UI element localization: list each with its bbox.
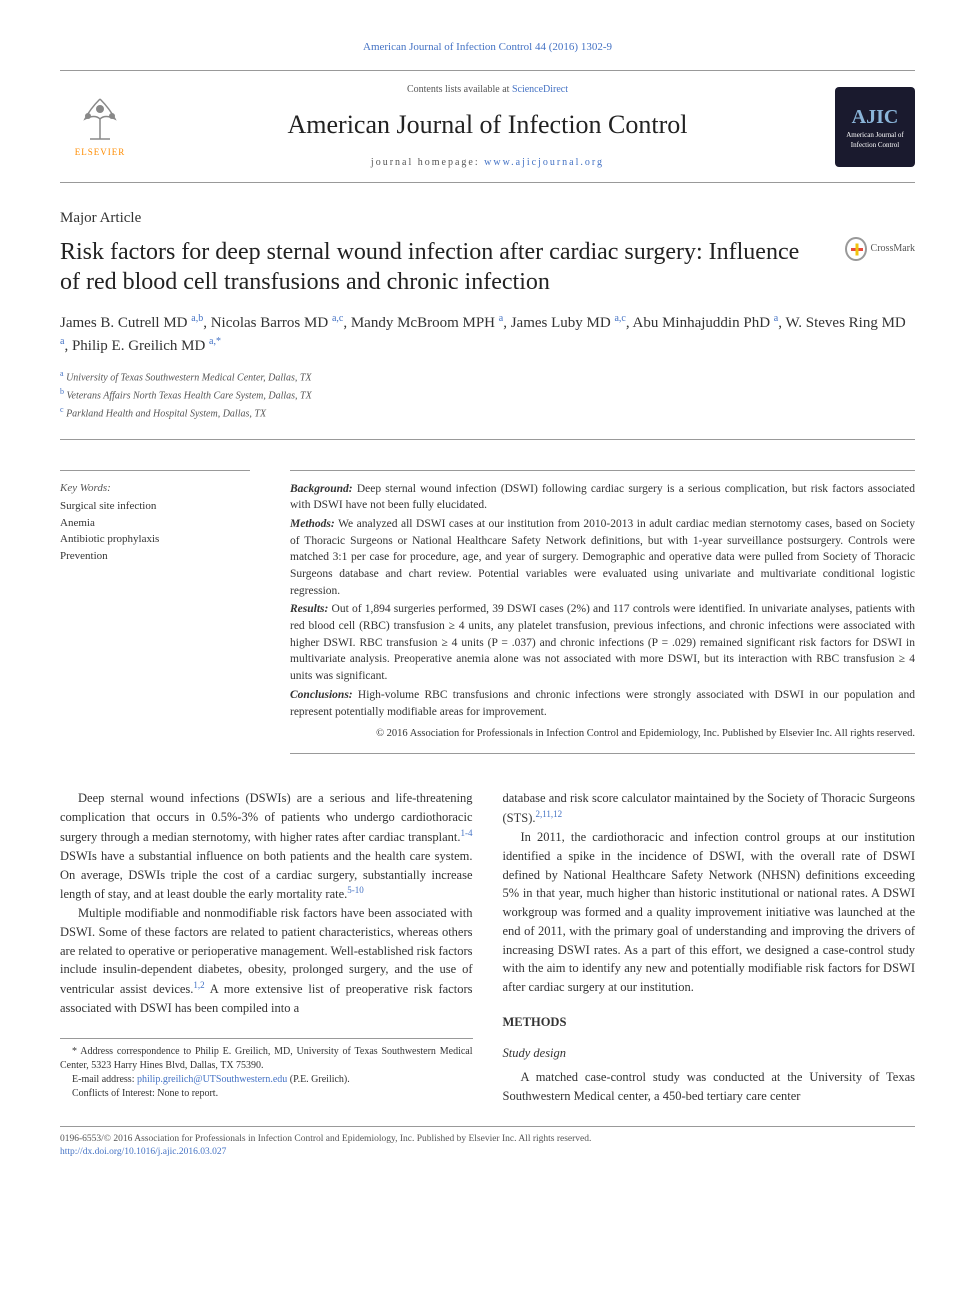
keywords-label: Key Words: (60, 481, 250, 496)
sciencedirect-link[interactable]: ScienceDirect (512, 84, 568, 95)
affil-marker: a (60, 369, 64, 378)
abstract-results: Results: Out of 1,894 surgeries performe… (290, 601, 915, 684)
affiliation-c: c Parkland Health and Hospital System, D… (60, 404, 915, 422)
abstract-label: Methods: (290, 518, 335, 530)
body-span: DSWIs have a substantial influence on bo… (60, 849, 473, 902)
ajic-logo[interactable]: AJIC American Journal of Infection Contr… (835, 87, 915, 167)
email-link[interactable]: philip.greilich@UTSouthwestern.edu (137, 1074, 287, 1085)
conflicts-of-interest: Conflicts of Interest: None to report. (60, 1087, 473, 1101)
abstract-text: High-volume RBC transfusions and chronic… (290, 689, 915, 718)
journal-name: American Journal of Infection Control (140, 107, 835, 143)
abstract-text: Deep sternal wound infection (DSWI) foll… (290, 483, 915, 512)
abstract-conclusions: Conclusions: High-volume RBC transfusion… (290, 687, 915, 720)
abstract-column: Background: Deep sternal wound infection… (290, 470, 915, 755)
citation-ref[interactable]: 1,2 (193, 980, 204, 990)
methods-heading: METHODS (503, 1013, 916, 1032)
divider (60, 439, 915, 440)
footer-copyright: 0196-6553/© 2016 Association for Profess… (60, 1133, 915, 1146)
homepage-prefix: journal homepage: (371, 157, 484, 168)
correspondence-text: * Address correspondence to Philip E. Gr… (60, 1045, 473, 1073)
abstract-section: Key Words: Surgical site infection Anemi… (60, 470, 915, 755)
keyword-item: Prevention (60, 548, 250, 565)
affiliations: a University of Texas Southwestern Medic… (60, 368, 915, 423)
crossmark-badge[interactable]: CrossMark (845, 237, 915, 261)
abstract-background: Background: Deep sternal wound infection… (290, 481, 915, 514)
email-label: E-mail address: (72, 1074, 137, 1085)
study-design-heading: Study design (503, 1044, 916, 1063)
keyword-item: Anemia (60, 515, 250, 532)
affil-text: Parkland Health and Hospital System, Dal… (66, 409, 266, 420)
contents-available-line: Contents lists available at ScienceDirec… (140, 83, 835, 97)
affil-marker: c (60, 405, 64, 414)
header-center: Contents lists available at ScienceDirec… (140, 83, 835, 169)
authors-list: James B. Cutrell MD a,b, Nicolas Barros … (60, 311, 915, 358)
body-text: Deep sternal wound infections (DSWIs) ar… (60, 789, 915, 1105)
homepage-line: journal homepage: www.ajicjournal.org (140, 156, 835, 170)
doi-link[interactable]: http://dx.doi.org/10.1016/j.ajic.2016.03… (60, 1147, 226, 1157)
page-footer: 0196-6553/© 2016 Association for Profess… (60, 1126, 915, 1160)
journal-reference: American Journal of Infection Control 44… (60, 40, 915, 55)
body-paragraph: In 2011, the cardiothoracic and infectio… (503, 828, 916, 997)
ajic-subtitle: American Journal of Infection Control (835, 131, 915, 151)
body-span: database and risk score calculator maint… (503, 791, 916, 825)
crossmark-icon (845, 237, 867, 261)
body-paragraph: Deep sternal wound infections (DSWIs) ar… (60, 789, 473, 904)
crossmark-label: CrossMark (871, 242, 915, 256)
abstract-text: We analyzed all DSWI cases at our instit… (290, 518, 915, 597)
contents-prefix: Contents lists available at (407, 84, 512, 95)
affil-text: Veterans Affairs North Texas Health Care… (67, 390, 312, 401)
citation-ref[interactable]: 2,11,12 (536, 809, 563, 819)
ajic-acronym: AJIC (852, 103, 899, 131)
elsevier-tree-icon (70, 94, 130, 144)
citation-ref[interactable]: 1-4 (461, 828, 473, 838)
affil-text: University of Texas Southwestern Medical… (66, 372, 311, 383)
body-span: Deep sternal wound infections (DSWIs) ar… (60, 791, 473, 844)
abstract-label: Results: (290, 603, 328, 615)
keywords-column: Key Words: Surgical site infection Anemi… (60, 470, 250, 755)
homepage-link[interactable]: www.ajicjournal.org (484, 157, 604, 168)
body-paragraph: A matched case-control study was conduct… (503, 1068, 916, 1106)
article-title: Risk factors for deep sternal wound infe… (60, 237, 845, 297)
affil-marker: b (60, 387, 64, 396)
article-type: Major Article (60, 208, 915, 229)
journal-header: ELSEVIER Contents lists available at Sci… (60, 70, 915, 182)
elsevier-logo[interactable]: ELSEVIER (60, 87, 140, 167)
abstract-copyright: © 2016 Association for Professionals in … (290, 726, 915, 741)
abstract-label: Background: (290, 483, 353, 495)
correspondence-footnote: * Address correspondence to Philip E. Gr… (60, 1038, 473, 1101)
body-paragraph: Multiple modifiable and nonmodifiable ri… (60, 904, 473, 1018)
abstract-text: Out of 1,894 surgeries performed, 39 DSW… (290, 603, 915, 682)
affiliation-b: b Veterans Affairs North Texas Health Ca… (60, 386, 915, 404)
email-line: E-mail address: philip.greilich@UTSouthw… (60, 1073, 473, 1087)
elsevier-label: ELSEVIER (75, 146, 126, 159)
email-suffix: (P.E. Greilich). (287, 1074, 350, 1085)
keywords-list: Surgical site infection Anemia Antibioti… (60, 498, 250, 564)
title-row: Risk factors for deep sternal wound infe… (60, 237, 915, 297)
affiliation-a: a University of Texas Southwestern Medic… (60, 368, 915, 386)
abstract-methods: Methods: We analyzed all DSWI cases at o… (290, 516, 915, 599)
citation-ref[interactable]: 5-10 (347, 885, 364, 895)
keyword-item: Antibiotic prophylaxis (60, 531, 250, 548)
body-paragraph: database and risk score calculator maint… (503, 789, 916, 828)
abstract-label: Conclusions: (290, 689, 353, 701)
keyword-item: Surgical site infection (60, 498, 250, 515)
